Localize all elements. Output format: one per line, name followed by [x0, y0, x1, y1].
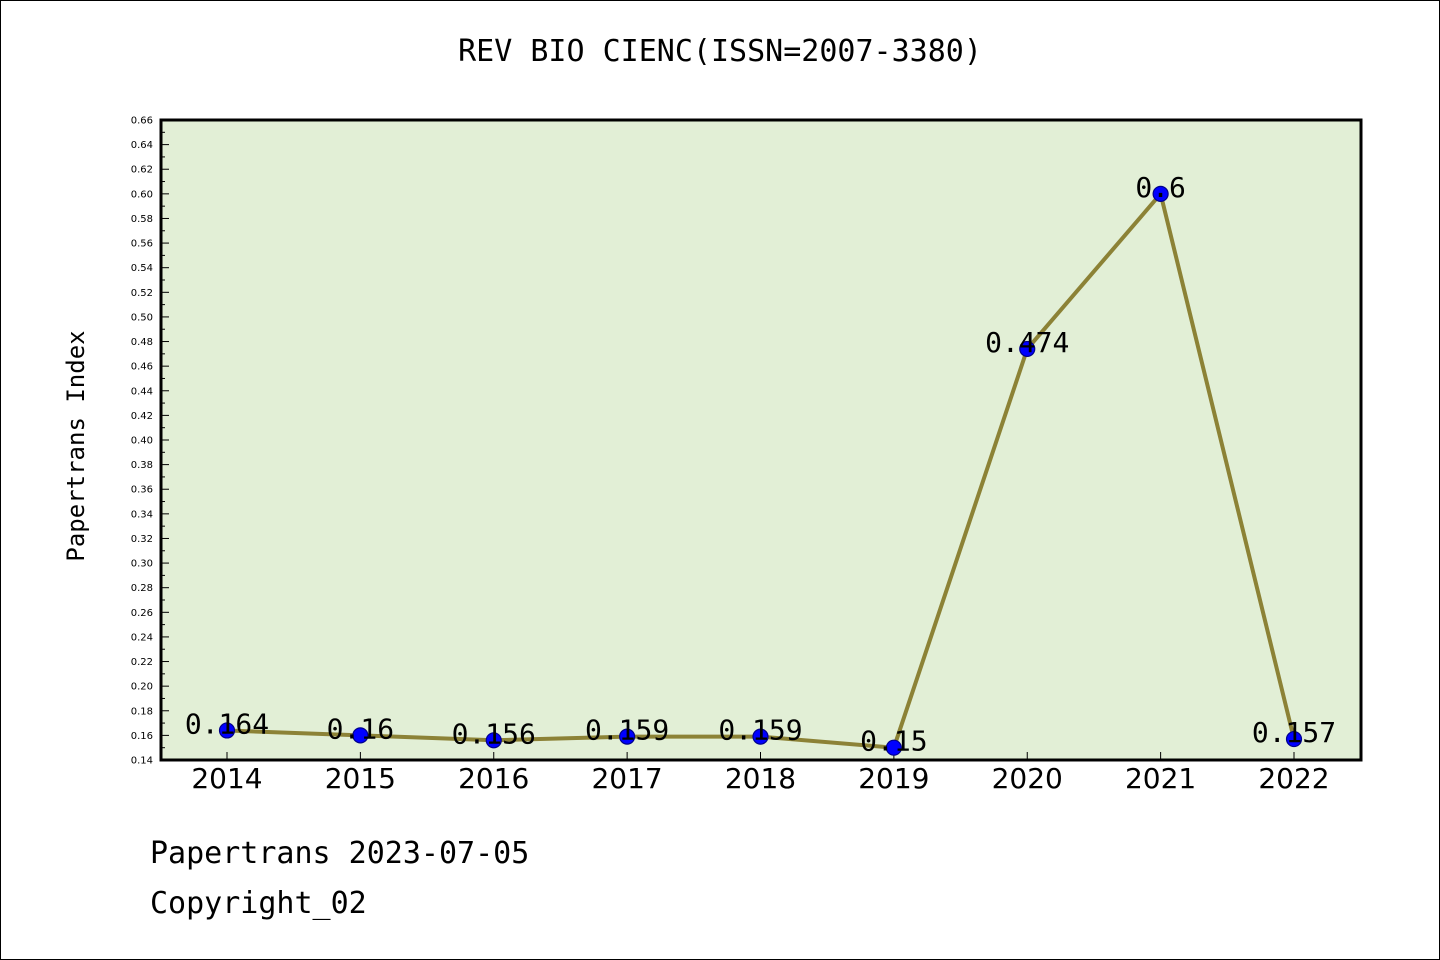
y-tick-label: 0.16	[131, 731, 153, 742]
y-tick-label: 0.66	[131, 116, 153, 127]
y-tick-label: 0.38	[131, 460, 153, 471]
x-tick-label: 2015	[325, 762, 396, 795]
data-label: 0.6	[1135, 171, 1186, 204]
y-tick-label: 0.14	[131, 756, 153, 767]
chart-title: REV BIO CIENC(ISSN=2007-3380)	[458, 34, 982, 69]
y-tick-label: 0.18	[131, 706, 153, 717]
y-tick-label: 0.50	[131, 312, 153, 323]
y-tick-label: 0.34	[131, 509, 153, 520]
data-point	[1152, 185, 1169, 202]
y-tick-label: 0.46	[131, 362, 153, 373]
plot-border	[159, 118, 1363, 762]
y-axis: 0.14 0.16 0.18 0.20 0.22 0.24 0.26 0.28 0.30 0.32…	[131, 116, 169, 767]
data-point	[1285, 730, 1303, 748]
y-tick-label: 0.42	[131, 411, 153, 422]
x-tick-label: 2020	[992, 762, 1063, 795]
data-point	[752, 728, 769, 745]
y-tick-label: 0.26	[131, 608, 153, 619]
footer-date: Papertrans 2023-07-05	[150, 836, 530, 871]
y-tick-label: 0.22	[131, 657, 153, 668]
x-axis: 2014 2015 2016 2017 2018 2019 2020 2021 2022	[191, 752, 1330, 795]
data-markers	[218, 185, 1303, 756]
data-point	[485, 732, 502, 749]
y-tick-label: 0.52	[131, 288, 153, 299]
x-tick-label: 2022	[1258, 762, 1329, 795]
data-label: 0.16	[327, 712, 394, 745]
y-tick-label: 0.44	[131, 386, 153, 397]
data-point	[352, 727, 369, 744]
x-tick-label: 2018	[725, 762, 796, 795]
y-tick-label: 0.48	[131, 337, 153, 348]
data-label: 0.156	[452, 717, 536, 750]
y-tick-label: 0.64	[131, 140, 153, 151]
y-tick-label: 0.24	[131, 632, 153, 643]
y-tick-label: 0.40	[131, 436, 153, 447]
data-label: 0.159	[718, 714, 802, 747]
data-label: 0.164	[185, 707, 269, 740]
y-tick-label: 0.62	[131, 165, 153, 176]
y-tick-label: 0.60	[131, 189, 153, 200]
y-tick-label: 0.32	[131, 534, 153, 545]
x-tick-label: 2016	[458, 762, 529, 795]
y-tick-label: 0.30	[131, 559, 153, 570]
x-tick-label: 2021	[1125, 762, 1196, 795]
plot-area	[161, 120, 1361, 760]
data-point	[1019, 340, 1036, 358]
data-label: 0.159	[585, 714, 669, 747]
data-label: 0.15	[860, 725, 927, 758]
footer-copyright: Copyright_02	[150, 886, 367, 921]
x-tick-label: 2014	[191, 762, 262, 795]
data-labels: 0.164 0.16 0.156 0.159 0.159 0.15 0.474 0.6 0.15…	[185, 171, 1336, 758]
y-tick-label: 0.36	[131, 485, 153, 496]
y-tick-label: 0.58	[131, 214, 153, 225]
y-tick-label: 0.20	[131, 682, 153, 693]
x-tick-label: 2019	[858, 762, 929, 795]
x-tick-label: 2017	[591, 762, 662, 795]
y-tick-label: 0.28	[131, 583, 153, 594]
data-label: 0.157	[1252, 716, 1336, 749]
data-label: 0.474	[985, 326, 1069, 359]
data-point	[885, 739, 902, 756]
y-tick-label: 0.54	[131, 263, 153, 274]
data-point	[218, 722, 236, 739]
data-point	[619, 728, 636, 745]
y-tick-label: 0.56	[131, 239, 153, 250]
